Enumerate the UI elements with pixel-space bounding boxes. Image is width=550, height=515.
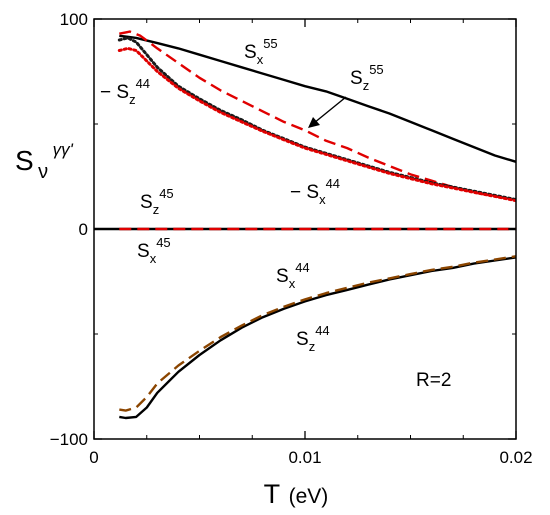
label-sz44: Sz44 <box>296 323 330 354</box>
label-sx45: Sx45 <box>137 235 171 266</box>
series-layer <box>94 30 516 420</box>
label-sx55: Sx55 <box>244 36 278 67</box>
label-minus-sz44: − Sz44 <box>100 76 150 107</box>
r-label: R=2 <box>416 370 451 391</box>
y-axis-title: S ν γγ' <box>15 140 74 183</box>
y-tick-label-2: 100 <box>60 10 88 29</box>
x-axis-title-unit: (eV) <box>289 485 329 508</box>
label-minus-sx44: − Sx44 <box>290 176 340 207</box>
x-axis-title-main: T <box>264 479 281 509</box>
y-axis-title-sub: ν <box>38 161 48 183</box>
label-sz45: Sz45 <box>140 186 174 217</box>
y-tick-label-1: 0 <box>79 220 88 239</box>
label-sz55: Sz55 <box>350 62 384 93</box>
annotation-layer: Sx55 Sz55 − Sz44 − Sx44 Sz45 Sx45 Sx44 S… <box>100 36 451 391</box>
annotation-arrow-line <box>313 96 347 124</box>
series-line-5 <box>119 255 516 412</box>
label-sx44: Sx44 <box>276 260 310 291</box>
series-line-3 <box>117 46 516 203</box>
y-tick-label-0: −100 <box>50 430 88 449</box>
series-line-0 <box>119 34 516 163</box>
series-line-2 <box>117 36 516 202</box>
y-axis-title-main: S <box>15 145 34 176</box>
x-tick-label-1: 0.01 <box>288 448 321 467</box>
y-axis-title-sup: γγ' <box>53 140 74 159</box>
x-tick-label-2: 0.02 <box>499 448 532 467</box>
x-axis-title: T (eV) <box>264 479 329 509</box>
series-line-1 <box>119 30 516 201</box>
x-tick-label-0: 0 <box>89 448 98 467</box>
annotation-arrow-head <box>308 117 320 128</box>
